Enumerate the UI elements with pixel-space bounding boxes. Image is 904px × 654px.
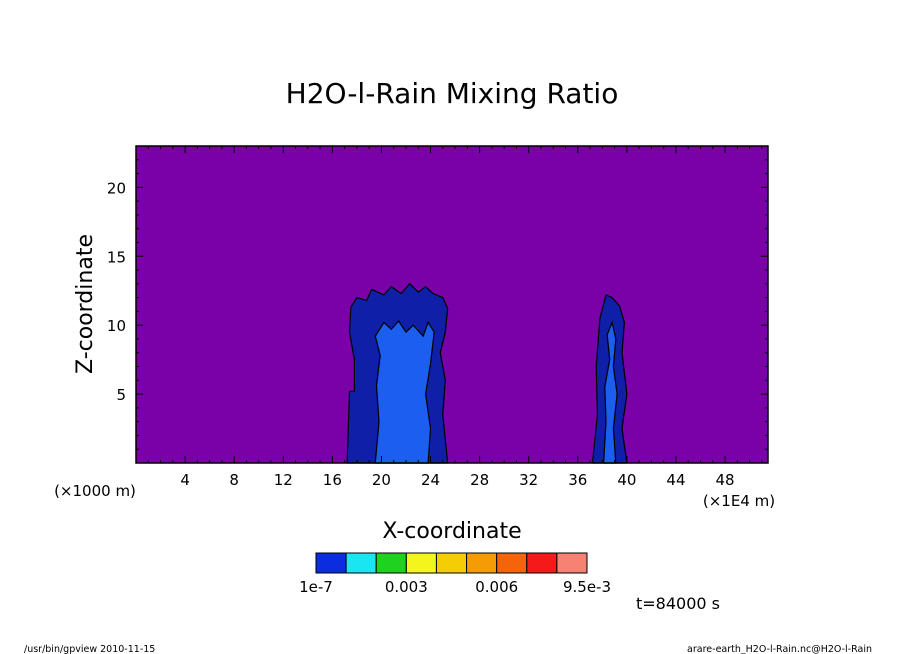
x-tick-label: 8 <box>229 471 239 489</box>
x-unit-label: (×1E4 m) <box>703 492 775 510</box>
x-tick-label: 4 <box>180 471 190 489</box>
x-tick-label: 48 <box>716 471 735 489</box>
y-axis-label: Z-coordinate <box>73 234 98 374</box>
colorbar-swatch <box>556 552 588 574</box>
x-tick-label: 28 <box>470 471 489 489</box>
chart-title: H2O-l-Rain Mixing Ratio <box>286 77 619 110</box>
colorbar-swatch <box>315 552 347 574</box>
x-tick-label: 24 <box>421 471 440 489</box>
colorbar-swatch <box>345 552 377 574</box>
colorbar-label: 9.5e-3 <box>563 578 611 596</box>
x-axis-label: X-coordinate <box>382 519 521 544</box>
footer-source: arare-earth_H2O-l-Rain.nc@H2O-l-Rain <box>687 644 872 654</box>
x-tick-label: 44 <box>666 471 685 489</box>
colorbar-label: 0.003 <box>385 578 428 596</box>
colorbar-swatch <box>405 552 437 574</box>
plot-background <box>136 146 768 463</box>
colorbar-label: 1e-7 <box>299 578 333 596</box>
x-tick-label: 40 <box>617 471 636 489</box>
colorbar-swatch <box>435 552 468 574</box>
y-unit-label: (×1000 m) <box>54 482 136 500</box>
colorbar-swatch <box>375 552 407 574</box>
cell-right-inner <box>602 320 618 464</box>
y-tick-label: 5 <box>116 386 126 404</box>
y-tick-label: 15 <box>107 248 126 266</box>
colorbar-label: 0.006 <box>475 578 518 596</box>
colorbar-swatch <box>496 552 528 574</box>
x-tick-label: 36 <box>568 471 587 489</box>
footer-program: /usr/bin/gpview 2010-11-15 <box>24 644 155 654</box>
cell-left-inner <box>374 320 435 464</box>
colorbar-swatch <box>466 552 498 574</box>
colorbar-swatch <box>526 552 558 574</box>
x-tick-label: 32 <box>519 471 538 489</box>
plot-frame <box>135 145 769 464</box>
x-tick-label: 12 <box>274 471 293 489</box>
y-tick-label: 10 <box>107 317 126 335</box>
colorbar: 1e-7 0.003 0.006 9.5e-3 <box>299 552 611 596</box>
x-tick-label: 20 <box>372 471 391 489</box>
x-tick-label: 16 <box>323 471 342 489</box>
time-label: t=84000 s <box>636 594 720 613</box>
contour-regions <box>346 282 628 464</box>
y-tick-label: 20 <box>107 179 126 197</box>
